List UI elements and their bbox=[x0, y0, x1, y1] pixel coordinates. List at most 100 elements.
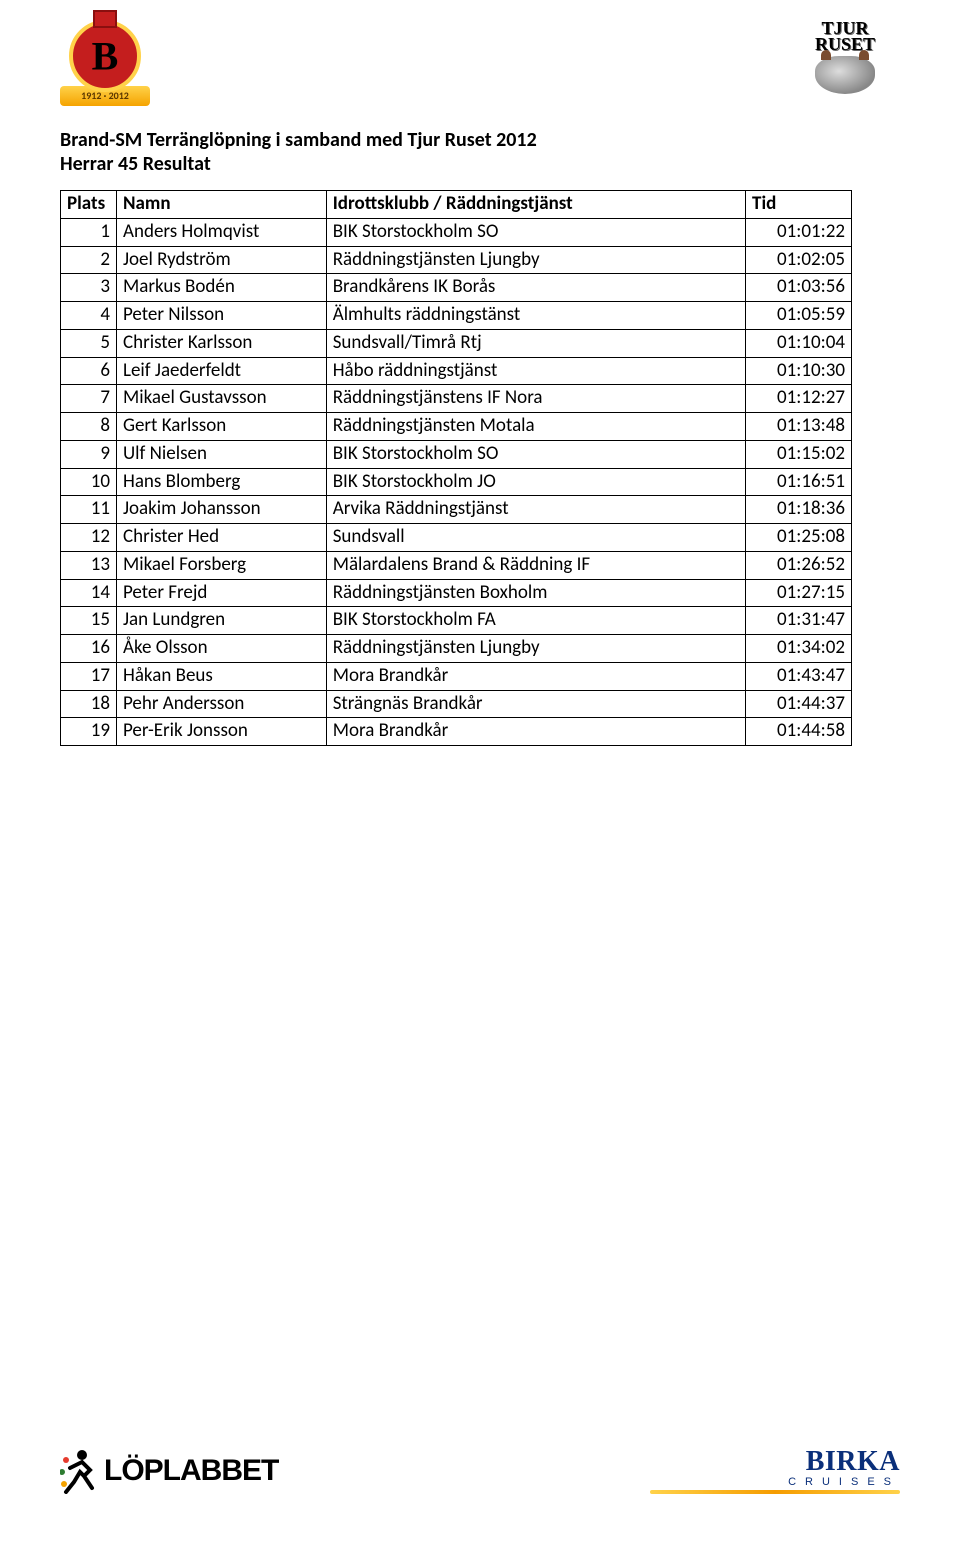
table-cell: BIK Storstockholm JO bbox=[326, 468, 745, 496]
table-row: 15Jan LundgrenBIK Storstockholm FA01:31:… bbox=[61, 607, 852, 635]
table-cell: 01:15:02 bbox=[746, 440, 852, 468]
table-row: 14Peter FrejdRäddningstjänsten Boxholm01… bbox=[61, 579, 852, 607]
table-cell: 01:31:47 bbox=[746, 607, 852, 635]
document-title: Brand-SM Terränglöpning i samband med Tj… bbox=[60, 128, 900, 152]
table-row: 13Mikael ForsbergMälardalens Brand & Räd… bbox=[61, 551, 852, 579]
birka-underline-icon bbox=[650, 1490, 900, 1494]
table-cell: 12 bbox=[61, 524, 117, 552]
table-cell: Markus Bodén bbox=[116, 274, 326, 302]
col-klubb: Idrottsklubb / Räddningstjänst bbox=[326, 191, 745, 219]
table-cell: Christer Hed bbox=[116, 524, 326, 552]
table-row: 7Mikael GustavssonRäddningstjänstens IF … bbox=[61, 385, 852, 413]
birka-sub-text: CRUISES bbox=[650, 1476, 900, 1488]
table-cell: BIK Storstockholm SO bbox=[326, 440, 745, 468]
table-cell: Gert Karlsson bbox=[116, 413, 326, 441]
table-row: 5Christer KarlssonSundsvall/Timrå Rtj01:… bbox=[61, 329, 852, 357]
document-subtitle: Herrar 45 Resultat bbox=[60, 152, 900, 176]
table-cell: Per-Erik Jonsson bbox=[116, 718, 326, 746]
table-row: 11Joakim JohanssonArvika Räddningstjänst… bbox=[61, 496, 852, 524]
table-row: 16Åke OlssonRäddningstjänsten Ljungby01:… bbox=[61, 635, 852, 663]
birka-brand-text: BIRKA bbox=[650, 1446, 900, 1478]
table-cell: 7 bbox=[61, 385, 117, 413]
table-cell: 01:12:27 bbox=[746, 385, 852, 413]
table-cell: 01:44:58 bbox=[746, 718, 852, 746]
table-cell: 15 bbox=[61, 607, 117, 635]
table-cell: 01:03:56 bbox=[746, 274, 852, 302]
table-cell: 01:34:02 bbox=[746, 635, 852, 663]
table-header-row: Plats Namn Idrottsklubb / Räddningstjäns… bbox=[61, 191, 852, 219]
table-cell: 11 bbox=[61, 496, 117, 524]
table-cell: 16 bbox=[61, 635, 117, 663]
table-cell: 19 bbox=[61, 718, 117, 746]
loplabbet-text: LÖPLABBET bbox=[104, 1454, 278, 1488]
footer: LÖPLABBET BIRKA CRUISES bbox=[0, 1446, 960, 1494]
table-cell: Strängnäs Brandkår bbox=[326, 690, 745, 718]
col-plats: Plats bbox=[61, 191, 117, 219]
table-cell: 3 bbox=[61, 274, 117, 302]
col-namn: Namn bbox=[116, 191, 326, 219]
table-cell: 01:05:59 bbox=[746, 302, 852, 330]
table-cell: BIK Storstockholm SO bbox=[326, 218, 745, 246]
table-row: 1Anders HolmqvistBIK Storstockholm SO01:… bbox=[61, 218, 852, 246]
table-cell: Peter Nilsson bbox=[116, 302, 326, 330]
table-cell: 1 bbox=[61, 218, 117, 246]
table-row: 6Leif JaederfeldtHåbo räddningstjänst01:… bbox=[61, 357, 852, 385]
table-cell: 01:43:47 bbox=[746, 662, 852, 690]
table-cell: 01:27:15 bbox=[746, 579, 852, 607]
tjurruset-text: TJUR RUSET bbox=[790, 20, 900, 52]
table-cell: Räddningstjänsten Ljungby bbox=[326, 635, 745, 663]
table-cell: BIK Storstockholm FA bbox=[326, 607, 745, 635]
sponsor-birka: BIRKA CRUISES bbox=[650, 1446, 900, 1494]
header-logos: B 1912 · 2012 TJUR RUSET bbox=[60, 20, 900, 120]
table-cell: 6 bbox=[61, 357, 117, 385]
event-logo-right: TJUR RUSET bbox=[790, 20, 900, 110]
table-cell: 5 bbox=[61, 329, 117, 357]
table-cell: 4 bbox=[61, 302, 117, 330]
table-cell: 01:26:52 bbox=[746, 551, 852, 579]
table-row: 9Ulf NielsenBIK Storstockholm SO01:15:02 bbox=[61, 440, 852, 468]
table-cell: Räddningstjänsten Motala bbox=[326, 413, 745, 441]
table-cell: Mikael Gustavsson bbox=[116, 385, 326, 413]
table-cell: Räddningstjänsten Boxholm bbox=[326, 579, 745, 607]
table-cell: 01:13:48 bbox=[746, 413, 852, 441]
table-cell: Joel Rydström bbox=[116, 246, 326, 274]
table-row: 10Hans BlombergBIK Storstockholm JO01:16… bbox=[61, 468, 852, 496]
table-row: 8Gert KarlssonRäddningstjänsten Motala01… bbox=[61, 413, 852, 441]
badge-icon: B bbox=[69, 20, 141, 92]
table-cell: 17 bbox=[61, 662, 117, 690]
table-cell: Ulf Nielsen bbox=[116, 440, 326, 468]
table-row: 4Peter NilssonÄlmhults räddningstänst01:… bbox=[61, 302, 852, 330]
table-cell: Leif Jaederfeldt bbox=[116, 357, 326, 385]
table-cell: 01:10:30 bbox=[746, 357, 852, 385]
table-row: 3Markus BodénBrandkårens IK Borås01:03:5… bbox=[61, 274, 852, 302]
table-cell: Sundsvall/Timrå Rtj bbox=[326, 329, 745, 357]
table-cell: 01:18:36 bbox=[746, 496, 852, 524]
results-table: Plats Namn Idrottsklubb / Räddningstjäns… bbox=[60, 190, 852, 746]
table-cell: 2 bbox=[61, 246, 117, 274]
table-cell: 8 bbox=[61, 413, 117, 441]
table-cell: Räddningstjänstens IF Nora bbox=[326, 385, 745, 413]
table-cell: 01:10:04 bbox=[746, 329, 852, 357]
table-row: 17Håkan BeusMora Brandkår01:43:47 bbox=[61, 662, 852, 690]
table-cell: Älmhults räddningstänst bbox=[326, 302, 745, 330]
table-cell: Mora Brandkår bbox=[326, 662, 745, 690]
table-cell: Räddningstjänsten Ljungby bbox=[326, 246, 745, 274]
table-cell: 01:25:08 bbox=[746, 524, 852, 552]
table-row: 2Joel RydströmRäddningstjänsten Ljungby0… bbox=[61, 246, 852, 274]
table-cell: Sundsvall bbox=[326, 524, 745, 552]
table-cell: Brandkårens IK Borås bbox=[326, 274, 745, 302]
table-row: 18Pehr AnderssonSträngnäs Brandkår01:44:… bbox=[61, 690, 852, 718]
sponsor-loplabbet: LÖPLABBET bbox=[60, 1448, 278, 1494]
table-cell: Christer Karlsson bbox=[116, 329, 326, 357]
table-cell: 01:16:51 bbox=[746, 468, 852, 496]
table-row: 12Christer HedSundsvall01:25:08 bbox=[61, 524, 852, 552]
table-cell: Mora Brandkår bbox=[326, 718, 745, 746]
table-cell: 01:01:22 bbox=[746, 218, 852, 246]
table-cell: Åke Olsson bbox=[116, 635, 326, 663]
table-cell: 9 bbox=[61, 440, 117, 468]
runner-icon bbox=[60, 1448, 98, 1494]
table-cell: 10 bbox=[61, 468, 117, 496]
table-cell: Håbo räddningstjänst bbox=[326, 357, 745, 385]
table-cell: Mikael Forsberg bbox=[116, 551, 326, 579]
table-cell: Anders Holmqvist bbox=[116, 218, 326, 246]
